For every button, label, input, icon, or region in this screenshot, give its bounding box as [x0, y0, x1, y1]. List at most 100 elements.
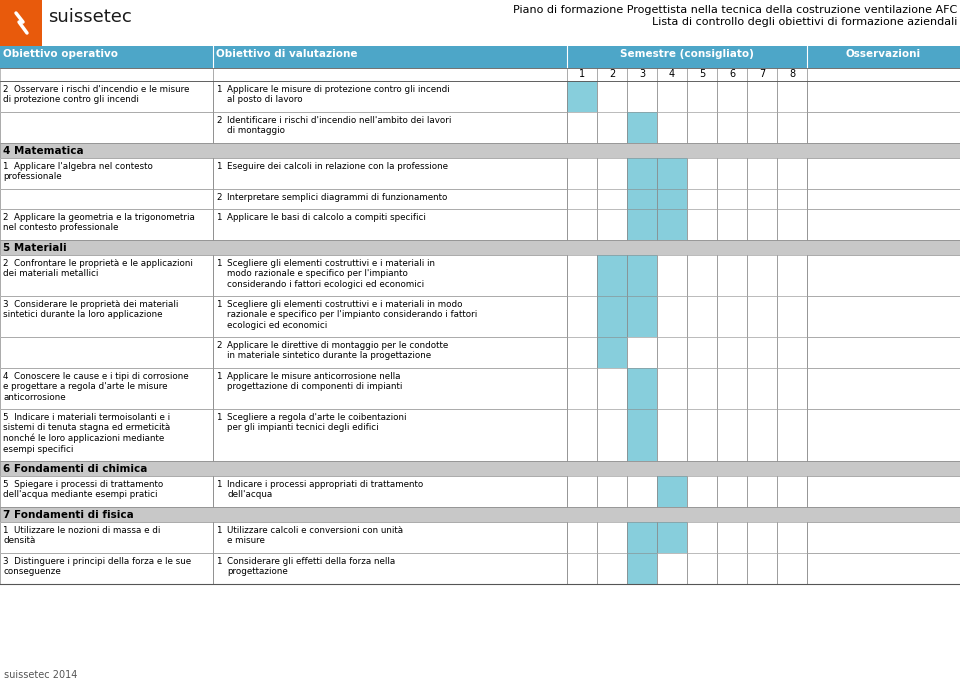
Bar	[777, 553, 807, 584]
Text: Obiettivo di valutazione: Obiettivo di valutazione	[216, 49, 357, 59]
Text: 2: 2	[216, 193, 222, 202]
Bar	[597, 189, 627, 209]
Bar	[627, 296, 657, 337]
Bar	[627, 296, 657, 337]
Bar	[627, 476, 657, 507]
Text: Considerare gli effetti della forza nella
progettazione: Considerare gli effetti della forza nell…	[227, 557, 396, 576]
Bar	[597, 476, 627, 507]
Bar	[687, 553, 717, 584]
Text: 1: 1	[216, 85, 222, 94]
Text: 4: 4	[669, 69, 675, 79]
Bar	[0, 296, 960, 337]
Bar	[0, 0, 960, 46]
Bar	[687, 68, 717, 81]
Bar	[687, 81, 717, 112]
Bar	[657, 209, 687, 240]
Bar	[657, 158, 687, 189]
Bar	[687, 337, 717, 368]
Bar	[657, 189, 687, 209]
Text: Piano di formazione Progettista nella tecnica della costruzione ventilazione AFC: Piano di formazione Progettista nella te…	[513, 5, 957, 15]
Text: 2: 2	[216, 341, 222, 350]
Bar	[567, 368, 597, 409]
Bar	[717, 81, 747, 112]
Bar	[627, 209, 657, 240]
Text: 7 Fondamenti di fisica: 7 Fondamenti di fisica	[3, 510, 133, 520]
Text: 7: 7	[758, 69, 765, 79]
Text: 4 Matematica: 4 Matematica	[3, 146, 84, 156]
Bar	[627, 81, 657, 112]
Bar	[567, 112, 597, 143]
Bar	[717, 158, 747, 189]
Bar	[807, 476, 960, 507]
Bar	[777, 522, 807, 553]
Text: 6 Fondamenti di chimica: 6 Fondamenti di chimica	[3, 464, 148, 474]
Bar	[747, 112, 777, 143]
Text: 1: 1	[216, 526, 222, 535]
Bar	[807, 409, 960, 461]
Bar	[627, 368, 657, 409]
Bar	[657, 476, 687, 507]
Bar	[0, 0, 42, 46]
Bar	[777, 296, 807, 337]
Bar	[627, 409, 657, 461]
Bar	[0, 553, 213, 584]
Text: Obiettivo operativo: Obiettivo operativo	[3, 49, 118, 59]
Bar	[807, 522, 960, 553]
Bar	[567, 296, 597, 337]
Text: 1: 1	[216, 213, 222, 222]
Bar	[0, 68, 960, 81]
Bar	[807, 209, 960, 240]
Bar	[687, 189, 717, 209]
Bar	[627, 553, 657, 584]
Bar	[0, 81, 960, 112]
Bar	[657, 112, 687, 143]
Bar	[213, 209, 567, 240]
Bar	[567, 68, 597, 81]
Bar	[687, 476, 717, 507]
Text: 2: 2	[609, 69, 615, 79]
Bar	[747, 409, 777, 461]
Text: Applicare le basi di calcolo a compiti specifici: Applicare le basi di calcolo a compiti s…	[227, 213, 426, 222]
Bar	[687, 158, 717, 189]
Bar	[0, 553, 960, 584]
Bar	[567, 189, 597, 209]
Bar	[807, 368, 960, 409]
Bar	[777, 112, 807, 143]
Bar	[627, 337, 657, 368]
Text: 4  Conoscere le cause e i tipi di corrosione
e progettare a regola d'arte le mis: 4 Conoscere le cause e i tipi di corrosi…	[3, 372, 188, 402]
Bar	[567, 158, 597, 189]
Bar	[717, 522, 747, 553]
Bar	[0, 209, 213, 240]
Text: Osservazioni: Osservazioni	[846, 49, 921, 59]
Text: 2  Applicare la geometria e la trigonometria
nel contesto professionale: 2 Applicare la geometria e la trigonomet…	[3, 213, 195, 232]
Bar	[597, 553, 627, 584]
Bar	[777, 337, 807, 368]
Bar	[213, 189, 567, 209]
Bar	[627, 409, 657, 461]
Bar	[717, 296, 747, 337]
Bar	[657, 476, 687, 507]
Text: suissetec: suissetec	[48, 8, 132, 26]
Bar	[0, 255, 960, 296]
Text: 5 Materiali: 5 Materiali	[3, 243, 66, 253]
Bar	[627, 522, 657, 553]
Bar	[0, 337, 960, 368]
Bar	[717, 337, 747, 368]
Bar	[657, 522, 687, 553]
Bar	[717, 476, 747, 507]
Bar	[597, 296, 627, 337]
Text: Semestre (consigliato): Semestre (consigliato)	[620, 49, 754, 59]
Bar	[213, 476, 567, 507]
Bar	[777, 68, 807, 81]
Bar	[657, 189, 687, 209]
Bar	[687, 209, 717, 240]
Bar	[567, 255, 597, 296]
Bar	[597, 158, 627, 189]
Bar	[0, 522, 960, 553]
Text: Identificare i rischi d'incendio nell'ambito dei lavori
di montaggio: Identificare i rischi d'incendio nell'am…	[227, 116, 451, 135]
Bar	[597, 255, 627, 296]
Bar	[747, 476, 777, 507]
Bar	[627, 255, 657, 296]
Bar	[747, 553, 777, 584]
Bar	[567, 209, 597, 240]
